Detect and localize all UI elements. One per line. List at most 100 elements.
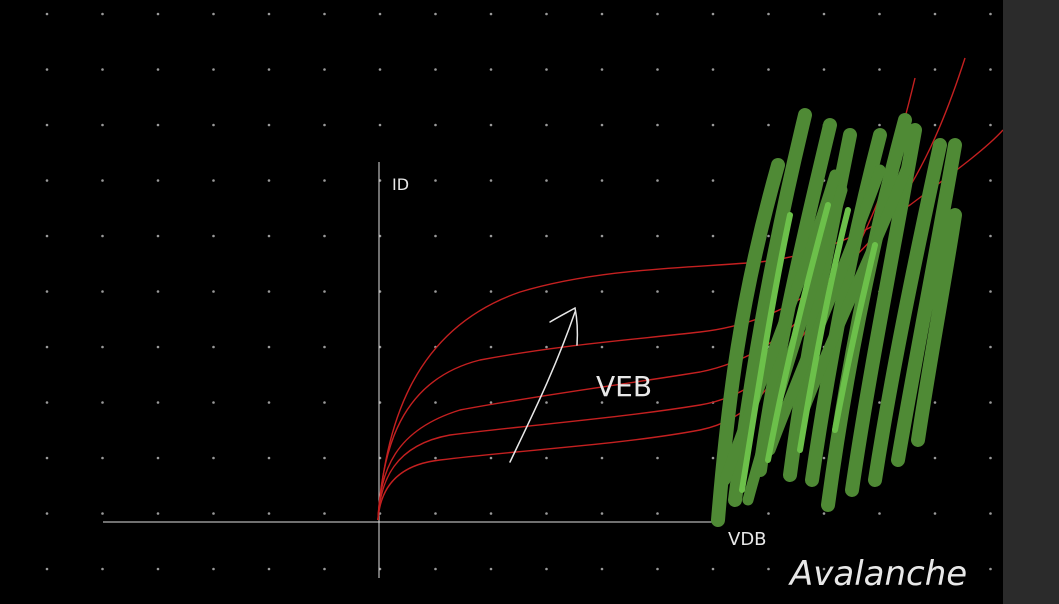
grid-dot — [545, 68, 548, 71]
grid-dot — [656, 567, 659, 571]
grid-dot — [989, 123, 992, 127]
grid-dot — [45, 68, 49, 71]
grid-dot — [822, 512, 826, 515]
grid-dot — [711, 290, 715, 293]
grid-dot — [933, 456, 937, 460]
grid-dot — [600, 345, 604, 349]
grid-dot — [267, 179, 271, 182]
grid-dot — [101, 567, 104, 571]
grid-dot — [989, 290, 992, 293]
grid-dot — [212, 290, 215, 293]
veb-arrow — [509, 306, 579, 463]
grid-dot — [656, 12, 659, 16]
grid-dot — [545, 512, 548, 515]
grid-dot — [767, 12, 770, 16]
grid-dot — [45, 12, 49, 16]
grid-dot — [600, 401, 604, 404]
grid-dot — [489, 12, 493, 16]
grid-dot — [489, 290, 493, 293]
grid-dot — [933, 512, 937, 515]
curve-1 — [377, 129, 1003, 521]
grid-dot — [323, 179, 326, 182]
grid-dot — [933, 68, 937, 71]
grid-dot — [323, 345, 326, 349]
grid-dot — [489, 179, 493, 182]
grid-dot — [878, 567, 881, 571]
grid-dot — [989, 345, 992, 349]
grid-dot — [323, 401, 326, 404]
grid-dot — [323, 290, 326, 293]
grid-dot — [489, 345, 493, 349]
grid-dot — [434, 12, 437, 16]
grid-dot — [434, 512, 437, 515]
grid-dot — [656, 456, 659, 460]
grid-dot — [711, 234, 715, 238]
grid-dot — [656, 234, 659, 238]
grid-dot — [767, 567, 770, 571]
grid-dot — [323, 123, 326, 127]
grid-dot — [212, 345, 215, 349]
grid-dot — [156, 179, 160, 182]
grid-dot — [323, 456, 326, 460]
grid-dot — [600, 179, 604, 182]
grid-dot — [101, 512, 104, 515]
grid-dot — [434, 401, 437, 404]
grid-dot — [267, 567, 271, 571]
grid-dot — [156, 234, 160, 238]
grid-dot — [267, 290, 271, 293]
grid-dot — [267, 68, 271, 71]
grid-dot — [489, 567, 493, 571]
grid-dot — [989, 68, 992, 71]
grid-dot — [156, 290, 160, 293]
grid-dot — [267, 12, 271, 16]
grid-dot — [711, 456, 715, 460]
grid-dot — [434, 290, 437, 293]
grid-dot — [711, 123, 715, 127]
grid-dot — [267, 234, 271, 238]
grid-dot — [600, 290, 604, 293]
grid-dot — [489, 234, 493, 238]
grid-dot — [711, 567, 715, 571]
grid-dot — [878, 12, 881, 16]
grid-dot — [878, 512, 881, 515]
drawing-canvas[interactable]: ID VEB VDB Avalanche — [0, 0, 1003, 604]
grid-dot — [489, 401, 493, 404]
sketch: ID VEB VDB Avalanche — [45, 12, 1003, 594]
grid-dot — [45, 290, 49, 293]
grid-dot — [267, 456, 271, 460]
grid-dot — [711, 179, 715, 182]
grid-dot — [267, 123, 271, 127]
grid-dot — [156, 345, 160, 349]
grid-dot — [545, 401, 548, 404]
grid-dot — [545, 12, 548, 16]
grid-dot — [656, 290, 659, 293]
grid-dot — [212, 456, 215, 460]
grid-dot — [212, 512, 215, 515]
grid-dot — [434, 567, 437, 571]
grid-dot — [989, 401, 992, 404]
grid-dot — [212, 179, 215, 182]
grid-dot — [711, 12, 715, 16]
grid-dot — [378, 12, 382, 16]
grid-dot — [989, 567, 992, 571]
grid-dot — [434, 456, 437, 460]
scrollbar[interactable] — [1003, 0, 1059, 604]
grid-dot — [378, 68, 382, 71]
grid-dot — [989, 234, 992, 238]
grid-dot — [600, 456, 604, 460]
grid-dot — [212, 123, 215, 127]
grid-dot — [711, 68, 715, 71]
grid-dot — [156, 567, 160, 571]
grid-dot — [933, 123, 937, 127]
grid-dot — [101, 123, 104, 127]
grid-dot — [45, 179, 49, 182]
grid-dot — [101, 345, 104, 349]
grid-dot — [933, 12, 937, 16]
grid-dot — [434, 123, 437, 127]
grid-dot — [545, 345, 548, 349]
arrow-head — [549, 306, 579, 346]
grid-dot — [101, 68, 104, 71]
grid-dot — [45, 234, 49, 238]
grid-dot — [822, 68, 826, 71]
grid-dot — [156, 456, 160, 460]
